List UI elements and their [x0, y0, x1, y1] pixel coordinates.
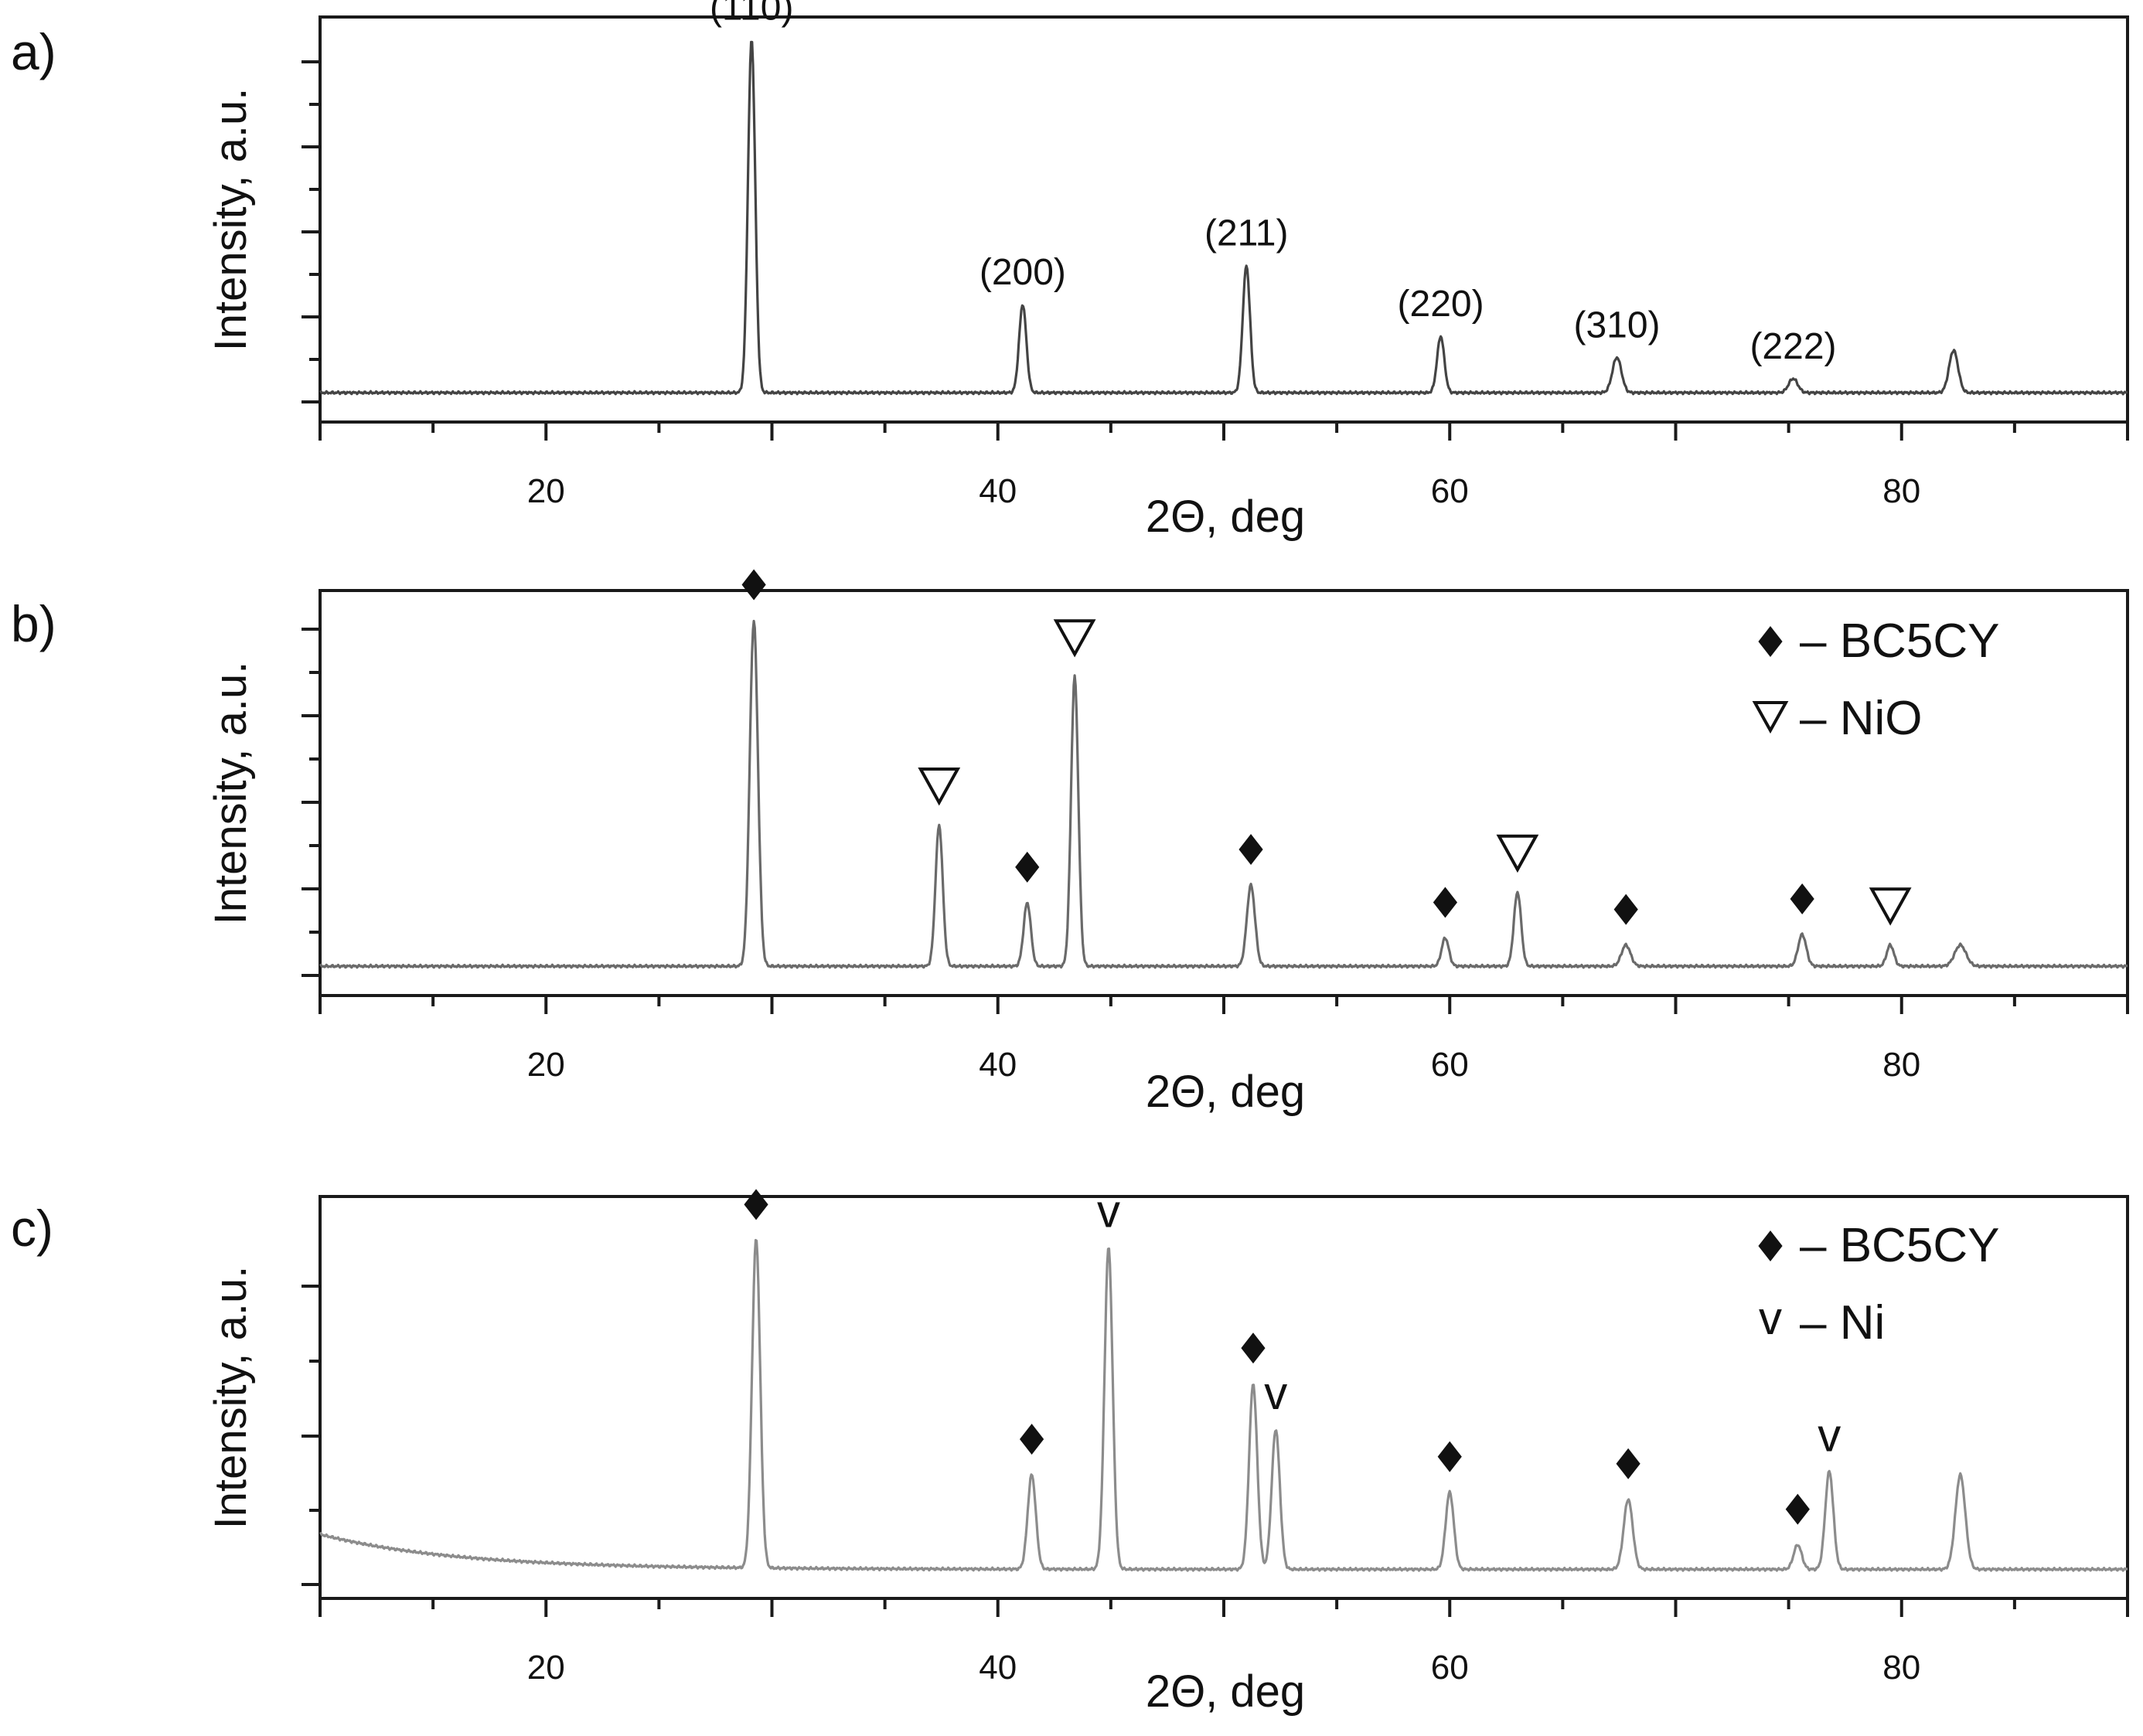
legend-label: – BC5CY — [1800, 1219, 1999, 1272]
bc5cy-diamond-marker — [1019, 1423, 1044, 1455]
peak-hkl-label: (310) — [1573, 305, 1660, 345]
legend-diamond-icon — [1758, 1231, 1783, 1261]
y-axis-title: Intensity, a.u. — [206, 662, 256, 925]
bc5cy-diamond-marker — [1241, 1333, 1266, 1364]
bc5cy-diamond-marker — [1433, 887, 1458, 918]
peak-hkl-label: (222) — [1749, 326, 1836, 367]
x-tick-label: 80 — [1882, 1649, 1920, 1687]
x-tick-label: 40 — [979, 1046, 1017, 1084]
ni-v-marker: v — [1264, 1367, 1287, 1419]
peak-hkl-label: (200) — [980, 252, 1066, 293]
ni-v-marker: v — [1097, 1185, 1120, 1237]
panel-label: c) — [11, 1200, 53, 1257]
legend-label: – BC5CY — [1800, 614, 1999, 668]
x-tick-label: 20 — [527, 1046, 565, 1084]
panel-label: b) — [11, 595, 56, 652]
x-tick-label: 60 — [1431, 1649, 1469, 1687]
nio-triangle-marker — [1869, 887, 1912, 926]
bc5cy-diamond-marker — [1015, 851, 1040, 883]
diffraction-trace — [319, 1238, 2128, 1572]
x-axis-title: 2Θ, deg — [1146, 1666, 1305, 1717]
xrd-panel-a: a) 20 40 60 80 2Θ, deg Intensity, a.u. (110) (20… — [11, 0, 2129, 542]
peak-hkl-label: (110) — [710, 0, 794, 28]
legend-triangle-icon — [1752, 701, 1789, 734]
bc5cy-diamond-marker — [1437, 1441, 1462, 1472]
nio-triangle-marker — [918, 767, 961, 806]
x-tick-label: 60 — [1431, 472, 1469, 510]
x-axis-title: 2Θ, deg — [1146, 1067, 1305, 1117]
x-tick-label: 80 — [1882, 472, 1920, 510]
legend-label: – Ni — [1800, 1296, 1885, 1350]
peak-hkl-label: (220) — [1398, 284, 1484, 325]
peak-hkl-label: (211) — [1204, 213, 1289, 254]
x-tick-label: 20 — [527, 1649, 565, 1687]
xrd-panel-b: b) 20 40 60 80 2Θ, deg Intensity, a.u. – BC5CY –… — [11, 569, 2129, 1117]
x-tick-label: 80 — [1882, 1046, 1920, 1084]
bc5cy-diamond-marker — [744, 1189, 768, 1220]
ni-v-marker: v — [1818, 1409, 1841, 1461]
xrd-panel-c: c) 20 40 60 80 2Θ, deg Intensity, a.u. v v v – BC5… — [11, 1185, 2129, 1717]
nio-triangle-marker — [1496, 834, 1539, 873]
diffraction-trace — [319, 619, 2128, 969]
bc5cy-diamond-marker — [1616, 1448, 1640, 1479]
x-tick-label: 40 — [979, 1649, 1017, 1687]
x-axis-title: 2Θ, deg — [1146, 492, 1305, 542]
x-tick-label: 40 — [979, 472, 1017, 510]
panel-label: a) — [11, 23, 56, 80]
bc5cy-diamond-marker — [1790, 883, 1814, 914]
bc5cy-diamond-marker — [1613, 894, 1638, 925]
bc5cy-diamond-marker — [1785, 1493, 1810, 1525]
legend-label: – NiO — [1800, 692, 1922, 745]
x-tick-label: 20 — [527, 472, 565, 510]
diffraction-trace — [319, 40, 2128, 396]
legend-diamond-icon — [1758, 626, 1783, 657]
y-axis-title: Intensity, a.u. — [206, 1266, 256, 1530]
x-tick-label: 60 — [1431, 1046, 1469, 1084]
y-axis-title: Intensity, a.u. — [206, 88, 256, 352]
nio-triangle-marker — [1053, 619, 1096, 658]
legend-v-icon: v — [1759, 1292, 1782, 1344]
bc5cy-diamond-marker — [1238, 834, 1263, 866]
bc5cy-diamond-marker — [741, 569, 766, 601]
